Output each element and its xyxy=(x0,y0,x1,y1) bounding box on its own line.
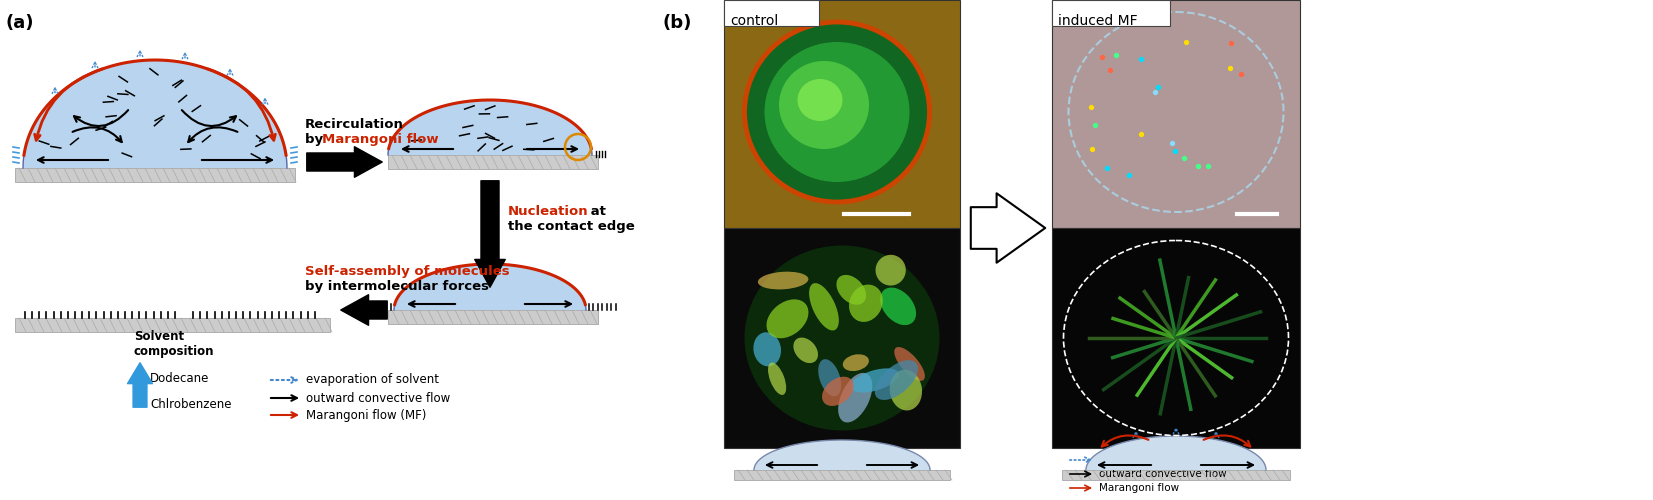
Polygon shape xyxy=(1086,436,1266,470)
Text: Solvent
composition: Solvent composition xyxy=(134,330,215,358)
Ellipse shape xyxy=(838,373,873,422)
Text: Self-assembly of molecules: Self-assembly of molecules xyxy=(306,265,509,278)
Ellipse shape xyxy=(822,376,853,406)
Bar xyxy=(388,310,598,324)
Bar xyxy=(388,155,598,169)
Text: Marangoni flow (MF): Marangoni flow (MF) xyxy=(306,408,426,422)
Bar xyxy=(724,0,818,26)
Bar xyxy=(15,318,331,332)
Text: Marangoni flow: Marangoni flow xyxy=(322,133,438,146)
Text: by intermolecular forces: by intermolecular forces xyxy=(306,280,489,293)
Ellipse shape xyxy=(874,360,917,400)
Ellipse shape xyxy=(797,79,843,121)
Text: (a): (a) xyxy=(7,14,35,32)
Ellipse shape xyxy=(808,283,838,331)
Text: Recirculation: Recirculation xyxy=(306,118,403,131)
Ellipse shape xyxy=(769,362,787,395)
Text: at: at xyxy=(587,205,607,218)
Ellipse shape xyxy=(779,61,869,149)
Text: Dodecane: Dodecane xyxy=(150,372,210,384)
Bar xyxy=(734,470,950,480)
Ellipse shape xyxy=(879,288,916,325)
Ellipse shape xyxy=(744,246,939,430)
Ellipse shape xyxy=(818,359,841,397)
Ellipse shape xyxy=(843,354,869,371)
Ellipse shape xyxy=(851,368,899,392)
Polygon shape xyxy=(393,264,587,310)
Ellipse shape xyxy=(894,347,926,381)
Ellipse shape xyxy=(767,300,808,338)
Bar xyxy=(724,0,960,228)
Text: the contact edge: the contact edge xyxy=(507,220,635,233)
Text: outward convective flow: outward convective flow xyxy=(1099,469,1227,479)
Polygon shape xyxy=(23,60,288,168)
Text: Marangoni flow: Marangoni flow xyxy=(1099,483,1179,493)
Bar xyxy=(724,228,960,448)
Bar xyxy=(1061,470,1289,480)
Text: control: control xyxy=(731,14,779,28)
Text: evaporation of solvent: evaporation of solvent xyxy=(306,374,440,386)
Text: (b): (b) xyxy=(663,14,693,32)
Ellipse shape xyxy=(744,22,929,202)
Ellipse shape xyxy=(876,255,906,286)
Ellipse shape xyxy=(889,370,922,410)
Text: Nucleation: Nucleation xyxy=(507,205,588,218)
Ellipse shape xyxy=(757,272,808,289)
Text: evaporation of solvent: evaporation of solvent xyxy=(1099,455,1217,465)
Ellipse shape xyxy=(850,284,883,322)
Text: Chlrobenzene: Chlrobenzene xyxy=(150,398,231,411)
Bar xyxy=(1051,0,1170,26)
Bar xyxy=(1051,228,1299,448)
Text: outward convective flow: outward convective flow xyxy=(306,392,450,404)
Polygon shape xyxy=(388,100,592,155)
Bar xyxy=(15,168,294,182)
Polygon shape xyxy=(754,440,931,470)
Text: induced MF: induced MF xyxy=(1058,14,1137,28)
Ellipse shape xyxy=(836,275,866,304)
Ellipse shape xyxy=(793,338,818,363)
Text: by: by xyxy=(306,133,327,146)
Ellipse shape xyxy=(754,332,780,366)
Bar xyxy=(1051,0,1299,228)
Ellipse shape xyxy=(764,42,909,182)
